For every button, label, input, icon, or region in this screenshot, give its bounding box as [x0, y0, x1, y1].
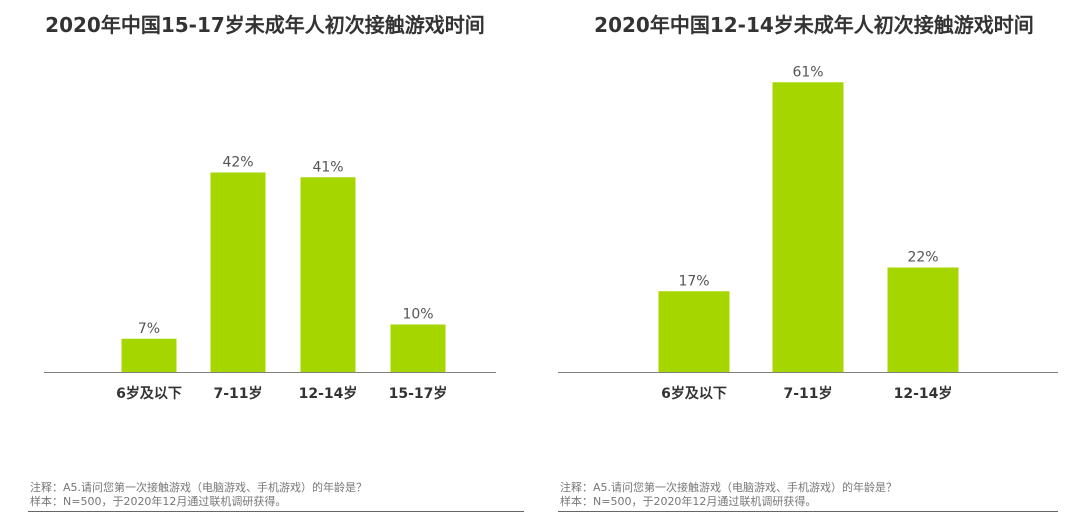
bar: [121, 338, 177, 372]
data-label: 22%: [907, 250, 938, 266]
data-label: 17%: [678, 273, 709, 289]
note-sample: 样本：N=500，于2020年12月通过联机调研获得。: [560, 495, 817, 508]
data-label: 7%: [138, 321, 160, 337]
category-label: 7-11岁: [783, 385, 832, 402]
chart-notes: 注释：A5.请问您第一次接触游戏（电脑游戏、手机游戏）的年龄是？ 样本：N=50…: [30, 481, 367, 509]
bar-chart-15-17: 7% 6岁及以下 42% 7-11岁 41% 12-14岁 10% 15-17岁: [44, 155, 496, 402]
category-label: 6岁及以下: [116, 385, 182, 402]
category-label: 7-11岁: [213, 385, 262, 402]
note-question: 注释：A5.请问您第一次接触游戏（电脑游戏、手机游戏）的年龄是？: [560, 481, 898, 494]
category-label: 12-14岁: [299, 385, 358, 402]
category-label: 6岁及以下: [661, 385, 727, 402]
bar-chart-12-14: 17% 6岁及以下 61% 7-11岁 22% 12-14岁: [558, 64, 1058, 402]
note-question: 注释：A5.请问您第一次接触游戏（电脑游戏、手机游戏）的年龄是？: [30, 481, 368, 494]
chart-panel-15-17: 2020年中国15-17岁未成年人初次接触游戏时间 7% 6岁及以下 42% 7-11…: [0, 0, 530, 515]
data-label: 61%: [792, 64, 823, 80]
bar: [887, 267, 959, 372]
bar: [772, 82, 844, 372]
chart-notes: 注释：A5.请问您第一次接触游戏（电脑游戏、手机游戏）的年龄是？ 样本：N=50…: [560, 481, 897, 509]
bar: [658, 291, 730, 372]
chart-title: 2020年中国12-14岁未成年人初次接触游戏时间: [594, 13, 1034, 37]
bar: [210, 172, 266, 372]
category-label: 15-17岁: [389, 385, 448, 402]
chart-panel-12-14: 2020年中国12-14岁未成年人初次接触游戏时间 17% 6岁及以下 61% 7-1…: [540, 0, 1072, 515]
notes-divider: [28, 511, 524, 512]
category-label: 12-14岁: [894, 385, 953, 402]
data-label: 42%: [222, 155, 253, 171]
notes-divider: [558, 511, 1058, 512]
bar: [390, 324, 446, 372]
chart-title: 2020年中国15-17岁未成年人初次接触游戏时间: [45, 13, 485, 37]
bar: [300, 177, 356, 372]
note-sample: 样本：N=500，于2020年12月通过联机调研获得。: [30, 495, 287, 508]
data-label: 10%: [402, 307, 433, 323]
data-label: 41%: [312, 159, 343, 175]
